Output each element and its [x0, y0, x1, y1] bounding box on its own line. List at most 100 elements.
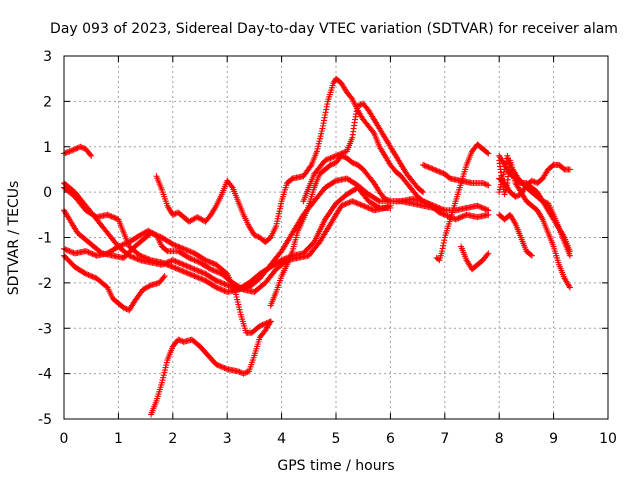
data-point: [188, 271, 195, 278]
data-point: [74, 144, 81, 151]
data-point: [171, 264, 178, 271]
data-point: [216, 278, 223, 285]
data-point: [335, 151, 342, 158]
data-point: [217, 286, 224, 293]
data-point: [80, 144, 87, 151]
data-point: [437, 205, 444, 212]
data-point: [217, 279, 224, 286]
data-point: [201, 270, 208, 277]
data-point: [439, 206, 446, 213]
data-point: [161, 273, 168, 280]
data-point: [328, 161, 335, 168]
data-point: [330, 153, 337, 160]
data-point: [214, 278, 221, 285]
data-point: [175, 259, 182, 266]
data-point: [202, 257, 209, 264]
data-series: [433, 141, 492, 264]
data-point: [353, 199, 360, 206]
data-point: [356, 102, 363, 109]
data-point: [198, 269, 205, 276]
data-point: [337, 151, 344, 158]
data-point: [169, 241, 176, 248]
y-tick-label: -5: [38, 412, 52, 428]
data-point: [349, 159, 356, 166]
data-point: [220, 287, 227, 294]
data-point: [206, 265, 213, 272]
data-point: [460, 212, 467, 219]
data-point: [566, 252, 573, 259]
data-point: [358, 202, 365, 209]
data-point: [90, 274, 97, 281]
data-point: [381, 205, 388, 212]
data-point: [477, 203, 484, 210]
data-point: [420, 161, 427, 168]
data-point: [171, 241, 178, 248]
data-point: [439, 169, 446, 176]
data-point: [326, 155, 333, 162]
data-points: [61, 75, 573, 418]
data-point: [228, 183, 235, 190]
data-point: [182, 269, 189, 276]
data-point: [221, 364, 228, 371]
data-point: [124, 239, 131, 246]
data-point: [350, 198, 357, 205]
data-point: [330, 160, 337, 167]
data-point: [180, 245, 187, 252]
x-tick-label: 9: [549, 431, 558, 447]
data-point: [333, 152, 339, 159]
data-point: [428, 201, 435, 208]
data-point: [191, 257, 198, 264]
data-point: [89, 273, 96, 280]
data-point: [175, 336, 182, 343]
data-point: [160, 260, 167, 267]
data-point: [349, 198, 356, 205]
data-point: [214, 284, 221, 291]
data-point: [356, 201, 363, 208]
data-point: [201, 256, 208, 263]
data-point: [432, 203, 439, 210]
data-point: [177, 260, 184, 267]
data-point: [169, 211, 176, 218]
data-point: [210, 260, 217, 267]
data-point: [454, 215, 461, 222]
data-point: [254, 233, 261, 240]
data-point: [209, 260, 216, 267]
data-point: [133, 255, 140, 262]
data-point: [341, 201, 348, 208]
data-point: [485, 250, 492, 257]
data-point: [421, 198, 428, 205]
data-point: [87, 151, 94, 158]
data-point: [348, 94, 355, 101]
x-tick-label: 0: [60, 431, 69, 447]
data-point: [88, 250, 95, 257]
data-point: [216, 269, 223, 276]
data-series: [61, 252, 168, 314]
x-tick-label: 4: [277, 431, 286, 447]
data-point: [71, 146, 78, 153]
data-point: [342, 201, 349, 208]
data-point: [184, 263, 191, 270]
x-tick-label: 2: [168, 431, 177, 447]
data-point: [168, 240, 175, 247]
data-point: [361, 203, 368, 210]
data-point: [339, 202, 346, 209]
data-point: [444, 212, 451, 219]
data-point: [179, 261, 186, 268]
data-point: [77, 143, 84, 150]
data-point: [239, 285, 246, 292]
data-series: [61, 184, 394, 295]
data-point: [220, 364, 227, 371]
data-point: [176, 266, 183, 273]
data-point: [192, 266, 199, 273]
x-tick-label: 6: [386, 431, 395, 447]
data-point: [422, 199, 429, 206]
data-point: [82, 270, 89, 277]
data-point: [195, 267, 202, 274]
data-point: [191, 266, 198, 273]
data-point: [163, 247, 170, 254]
y-tick-label: 0: [43, 185, 52, 201]
data-point: [107, 212, 114, 219]
data-point: [338, 150, 345, 157]
data-point: [190, 265, 197, 272]
